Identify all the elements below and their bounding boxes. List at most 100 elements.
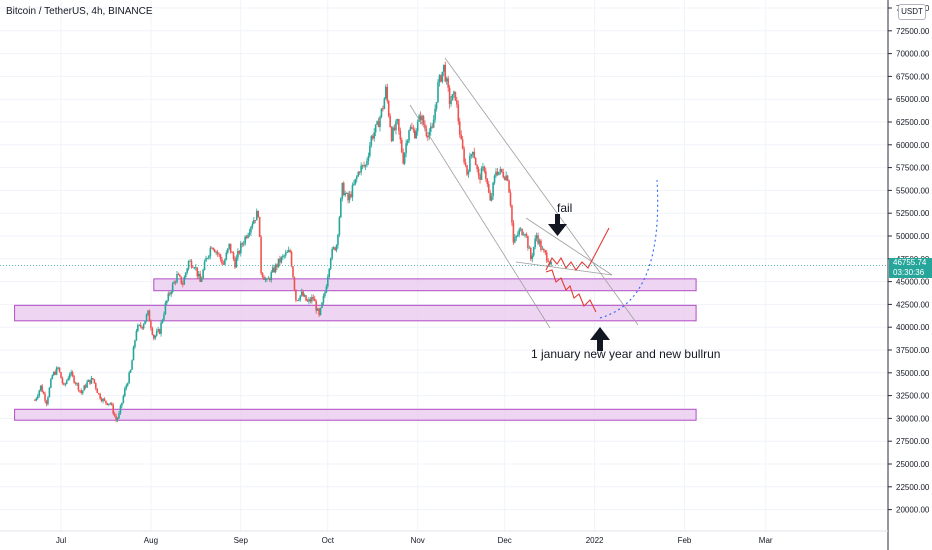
candle-body	[263, 276, 265, 280]
candle-body	[486, 178, 489, 185]
candle-body	[329, 258, 332, 269]
candle-body	[270, 272, 273, 281]
candle-body	[274, 264, 277, 273]
candle-body	[476, 165, 478, 169]
price-tick-label: 32500.00	[896, 392, 930, 401]
candle-body	[458, 121, 461, 135]
candle-body	[193, 267, 196, 269]
candle-body	[519, 228, 522, 230]
candle-body	[99, 393, 101, 399]
candle-body	[50, 379, 52, 388]
candle-body	[370, 136, 373, 146]
candle-body	[434, 108, 436, 120]
candle-body	[406, 140, 409, 144]
candle-body	[212, 247, 215, 250]
projection-up-path	[545, 227, 610, 271]
candle-body	[377, 121, 380, 128]
candle-body	[142, 324, 145, 329]
candle-body	[531, 255, 534, 259]
candle-body	[356, 176, 358, 179]
candle-body	[260, 236, 262, 273]
candle-body	[147, 310, 149, 315]
channel-lower-line	[409, 104, 551, 329]
candle-body	[116, 417, 119, 421]
candle-body	[425, 128, 428, 137]
candle-body	[235, 257, 238, 268]
candle-body	[528, 247, 531, 249]
candle-body	[490, 196, 493, 201]
candle-body	[313, 298, 316, 302]
candle-body	[448, 87, 451, 104]
candle-body	[306, 300, 309, 302]
candle-body	[292, 266, 294, 278]
candle-body	[54, 371, 56, 375]
bar-countdown: 03:30:36	[893, 267, 925, 277]
candle-body	[547, 260, 549, 262]
price-tick-label: 22500.00	[896, 483, 930, 492]
candle-body	[516, 234, 519, 237]
candle-body	[325, 286, 328, 293]
fail-annotation: fail	[557, 201, 572, 215]
candle-body	[386, 86, 389, 101]
candle-body	[266, 278, 268, 280]
candle-body	[463, 148, 465, 163]
candle-body	[47, 397, 49, 405]
candle-body	[174, 281, 177, 283]
candle-body	[61, 378, 64, 384]
candle-body	[437, 82, 439, 102]
candle-body	[453, 91, 455, 95]
candle-body	[179, 274, 181, 277]
candle-body	[393, 127, 396, 131]
candle-body	[106, 403, 109, 405]
candle-body	[39, 385, 42, 391]
candle-body	[218, 253, 220, 255]
candlesticks	[34, 61, 552, 423]
time-tick-label: Mar	[759, 536, 773, 545]
candle-body	[419, 115, 422, 121]
candle-body	[495, 171, 497, 176]
candle-body	[155, 331, 158, 336]
candle-body	[206, 258, 209, 259]
candle-body	[445, 78, 448, 82]
price-axis[interactable]: 20000.00 22500.00 25000.00 27500.00 30000.00…	[888, 4, 930, 515]
candle-body	[342, 182, 345, 196]
candle-body	[395, 121, 397, 131]
candle-body	[454, 91, 457, 101]
candle-body	[34, 400, 36, 401]
candle-body	[226, 248, 229, 253]
candle-body	[109, 403, 112, 405]
time-axis[interactable]: Jul Aug Sep Oct Nov Dec 2022 Feb Mar	[56, 536, 773, 545]
candle-body	[498, 171, 500, 175]
candle-body	[380, 108, 383, 117]
candle-body	[358, 172, 361, 173]
candle-body	[251, 223, 254, 227]
candle-body	[108, 403, 110, 405]
candle-body	[66, 380, 68, 384]
price-tick-label: 72500.00	[896, 27, 930, 36]
candle-body	[284, 252, 287, 256]
price-tick-label: 27500.00	[896, 437, 930, 446]
candle-body	[144, 320, 146, 325]
candle-body	[184, 272, 187, 278]
candle-body	[480, 168, 483, 180]
candle-body	[444, 64, 447, 82]
candle-body	[390, 127, 393, 141]
last-price-value: 46755.74	[893, 257, 927, 267]
candle-body	[196, 267, 199, 277]
candle-body	[77, 383, 80, 391]
candle-body	[141, 326, 143, 329]
candle-body	[110, 403, 113, 405]
candle-body	[248, 232, 251, 235]
candle-body	[409, 127, 412, 131]
projection-paths	[545, 179, 659, 319]
candle-body	[63, 383, 65, 385]
currency-badge[interactable]: USDT	[898, 4, 926, 20]
candle-body	[35, 398, 38, 401]
candle-body	[295, 289, 297, 301]
price-tick-label: 37500.00	[896, 346, 930, 355]
projection-dotted-arc	[599, 179, 659, 319]
candle-body	[479, 175, 481, 180]
candle-body	[438, 75, 441, 83]
candle-body	[224, 259, 226, 265]
